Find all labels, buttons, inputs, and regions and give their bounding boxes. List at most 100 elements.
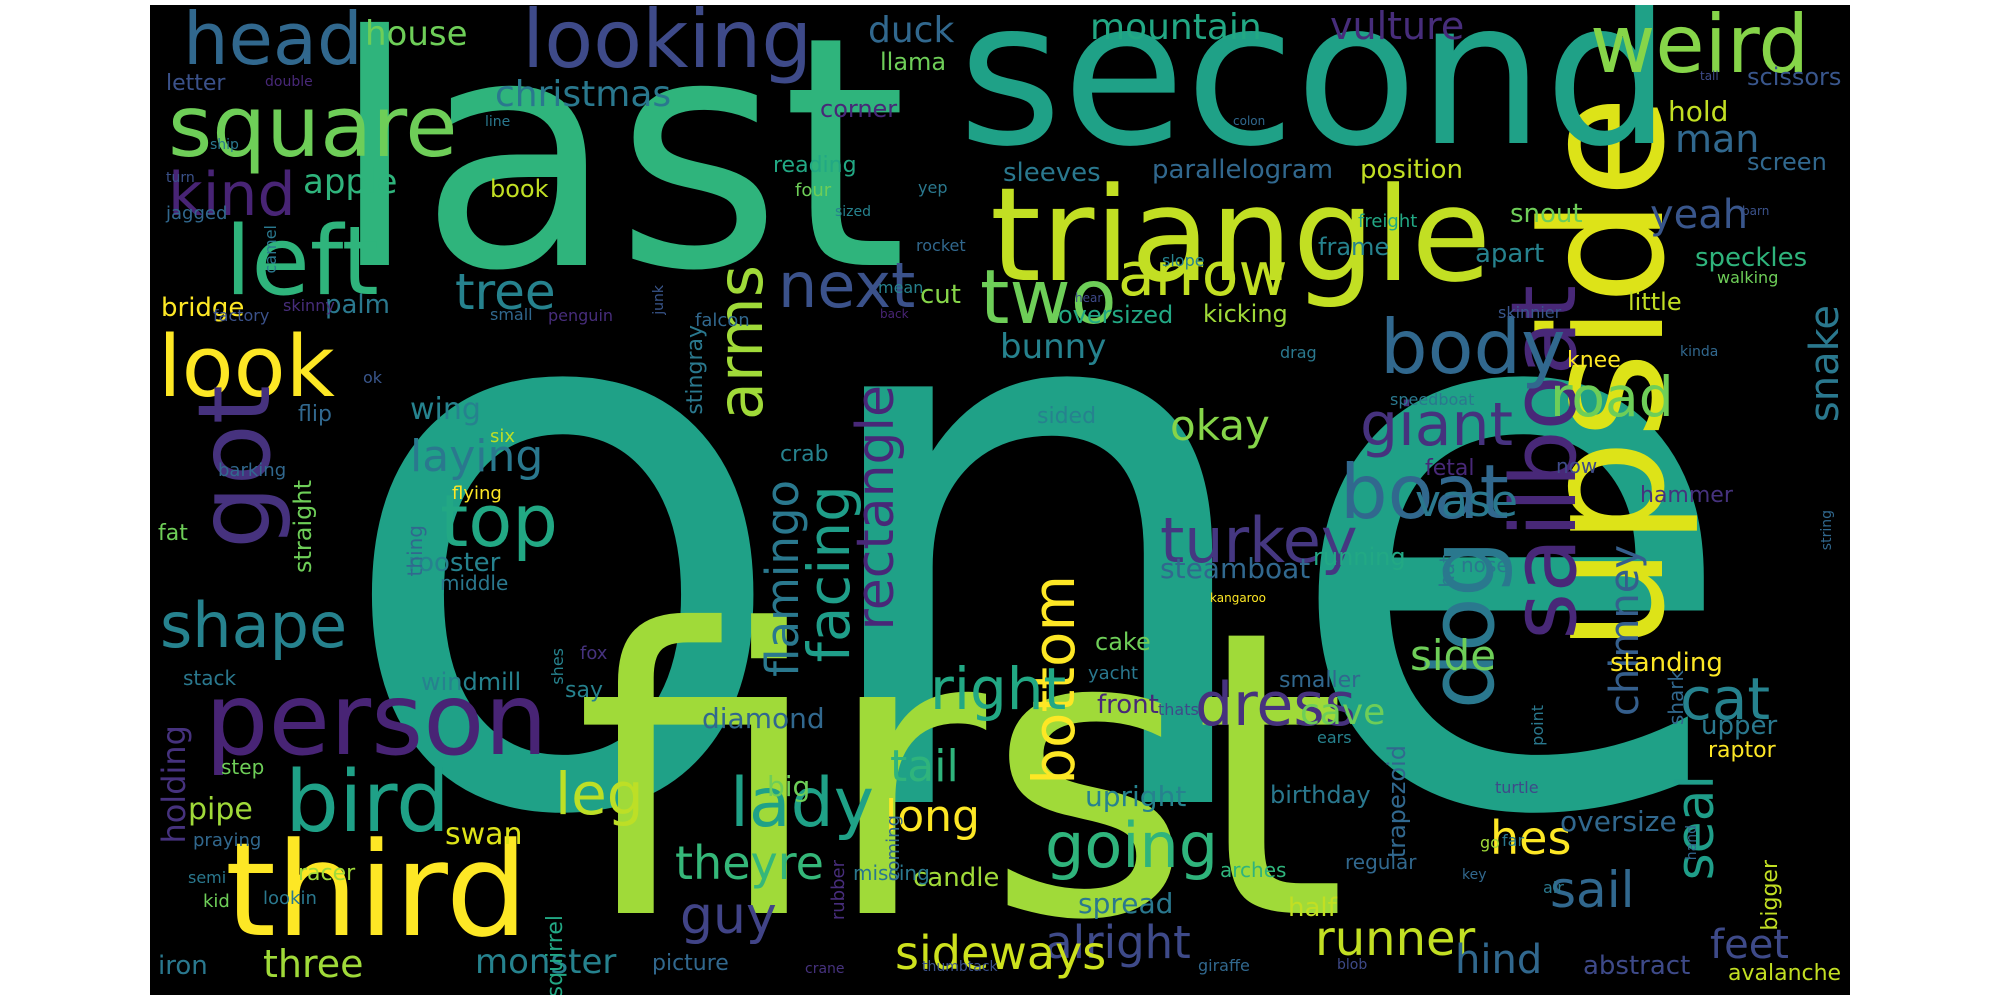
word: yacht	[1088, 663, 1139, 684]
word: thing	[403, 525, 427, 577]
word: fat	[158, 521, 188, 546]
word: thats	[1158, 700, 1199, 719]
word: tall	[1700, 69, 1719, 83]
word: hold	[1668, 95, 1729, 128]
word: factory	[213, 306, 270, 325]
word: walking	[1717, 268, 1779, 287]
word: racer	[298, 861, 356, 886]
word: duck	[868, 10, 955, 51]
word: letter	[166, 71, 226, 96]
word: sized	[835, 204, 872, 220]
word: arrow	[1118, 240, 1288, 310]
word: crane	[805, 961, 845, 977]
word: lookin	[263, 888, 317, 909]
word: bigger	[1758, 860, 1783, 931]
word: first	[575, 547, 1347, 995]
word: corner	[820, 95, 898, 123]
word-cloud: one first last upside second triangle th…	[150, 5, 1850, 995]
word: vase	[1415, 476, 1518, 527]
word: long	[885, 791, 980, 842]
word: raptor	[1708, 738, 1776, 763]
word: apart	[1475, 239, 1545, 269]
word: reading	[773, 153, 857, 178]
word: shes	[548, 648, 567, 685]
word: tree	[455, 263, 556, 321]
word: snout	[1510, 199, 1583, 229]
word: flip	[298, 402, 332, 427]
word: candle	[913, 863, 1000, 893]
word: step	[221, 755, 265, 779]
word: praying	[193, 830, 262, 851]
word: house	[365, 14, 468, 54]
word: holding	[155, 725, 193, 844]
word: cat	[1680, 665, 1771, 733]
word: screen	[1747, 148, 1827, 176]
word: feet	[1710, 922, 1789, 968]
word: slope	[1162, 251, 1205, 270]
word: giant	[1360, 390, 1514, 460]
word: rubber	[828, 860, 849, 921]
word: kangaroo	[1210, 591, 1267, 605]
word: steamboat	[1160, 552, 1311, 585]
word: crab	[780, 442, 829, 467]
word: three	[263, 942, 364, 986]
word: side	[1410, 631, 1497, 680]
word: avalanche	[1728, 961, 1842, 986]
word: right	[930, 655, 1067, 723]
word: far	[1502, 831, 1525, 850]
word: penguin	[548, 306, 614, 325]
word: four	[795, 180, 832, 201]
word: running	[1313, 543, 1406, 571]
word: windmill	[421, 668, 522, 696]
word: birthday	[1270, 781, 1371, 809]
word: last	[330, 5, 908, 341]
word: smaller	[1279, 668, 1361, 693]
word: body	[1380, 303, 1566, 391]
word: small	[490, 305, 533, 324]
word: point	[1528, 705, 1547, 746]
word: air	[1543, 878, 1564, 897]
word: guy	[680, 886, 777, 946]
word: hes	[1490, 811, 1572, 865]
word: kicking	[1203, 300, 1288, 328]
word: bridge	[161, 293, 245, 323]
word: hat	[1435, 555, 1459, 588]
word: kinda	[1680, 344, 1719, 360]
word: look	[158, 318, 335, 417]
word: hand	[1684, 825, 1700, 861]
word: turkey	[1160, 504, 1358, 577]
word: sided	[1037, 404, 1097, 429]
word: leg	[555, 760, 644, 828]
word: blob	[1337, 957, 1368, 973]
word: now	[1556, 454, 1598, 478]
word: frame	[1318, 233, 1390, 261]
word: square	[168, 78, 458, 177]
word: sleeves	[1003, 158, 1101, 188]
word: snake	[1802, 305, 1848, 423]
word: squirrel	[543, 915, 568, 995]
word: string	[1819, 510, 1835, 551]
word: rooster	[408, 548, 501, 578]
word: going	[1045, 809, 1219, 882]
word: two	[980, 253, 1117, 341]
word: mountain	[1090, 7, 1262, 48]
word: iron	[158, 951, 208, 981]
word: skinnier	[1498, 303, 1562, 322]
word: little	[1628, 288, 1682, 316]
word: christmas	[495, 74, 672, 115]
word: key	[1462, 867, 1487, 883]
word: stingray	[683, 325, 708, 415]
word: big	[767, 770, 811, 803]
word: ok	[363, 368, 383, 387]
word: second	[958, 5, 1672, 191]
word: apple	[303, 162, 398, 202]
word: weird	[1590, 5, 1810, 91]
word: fetal	[1425, 456, 1475, 481]
word: knee	[1567, 348, 1621, 373]
word: sail	[1550, 861, 1635, 919]
word: rectangle	[846, 385, 906, 631]
word: chimney	[1602, 545, 1648, 717]
word: straight	[289, 480, 317, 574]
word: kid	[203, 891, 230, 912]
word: colon	[1233, 114, 1266, 128]
